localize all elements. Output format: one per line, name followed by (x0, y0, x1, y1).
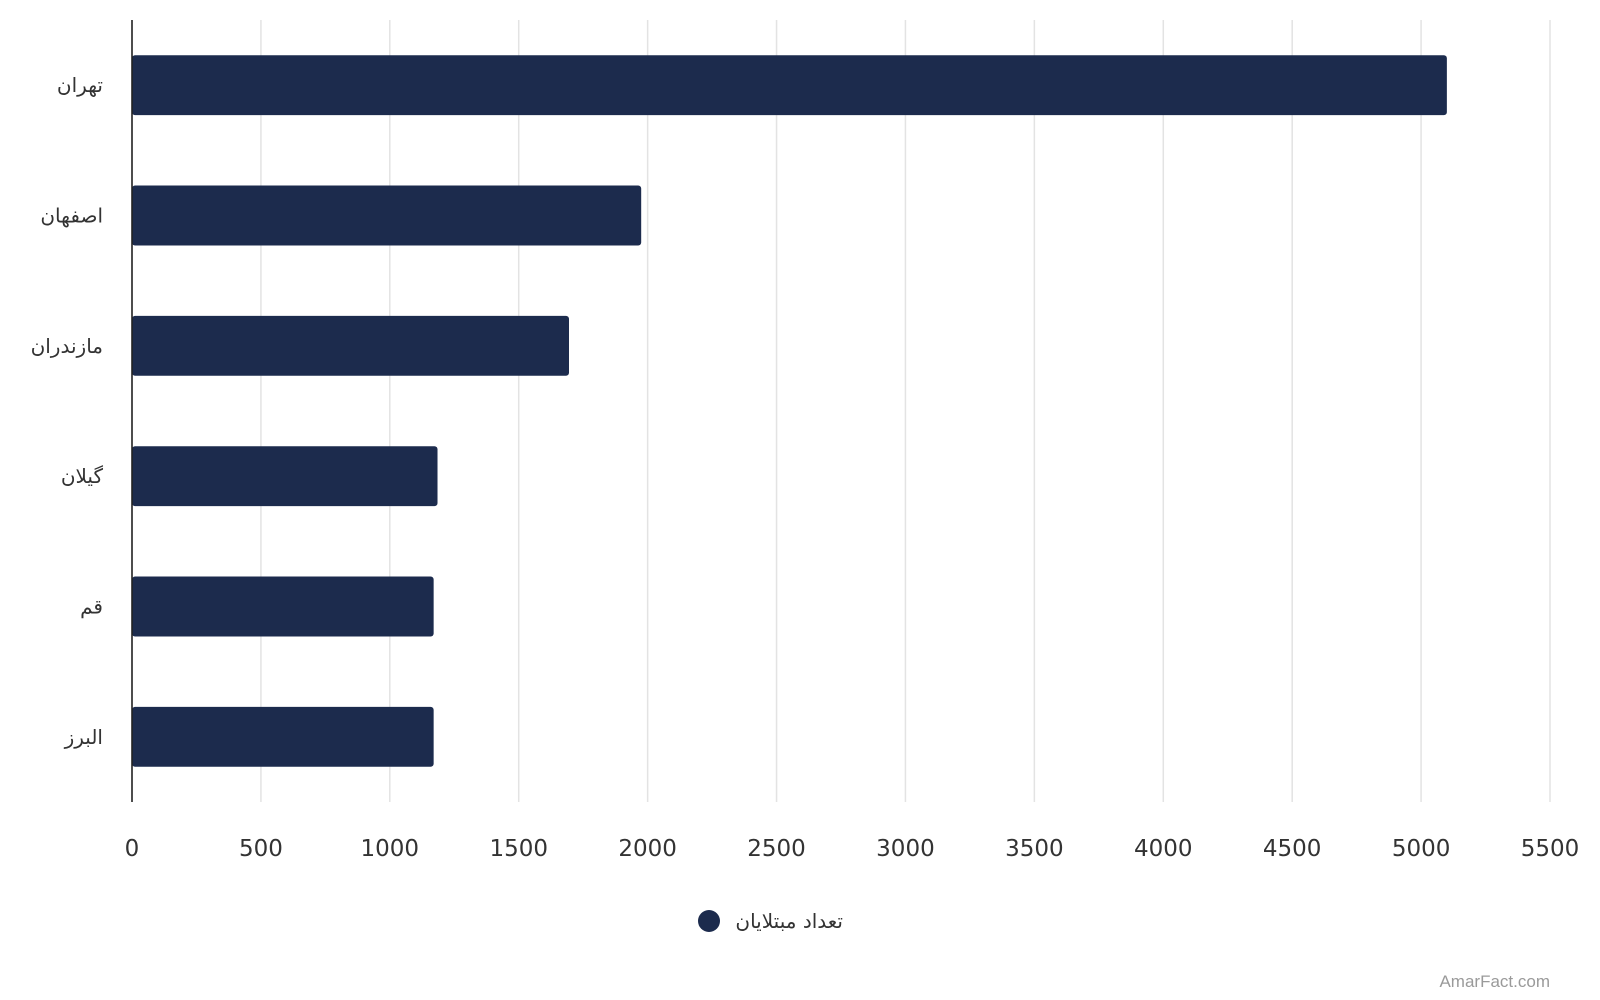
x-tick-label-8: 4000 (1134, 836, 1193, 862)
bar-1 (132, 185, 642, 246)
category-label-3: گیلان (61, 464, 104, 488)
category-labels: تهران اصفهان مازندران گیلان قم البرز (31, 73, 104, 749)
legend-marker (698, 910, 720, 932)
legend: تعداد مبتلایان (698, 909, 843, 933)
x-tick-label-6: 3000 (876, 836, 935, 862)
x-tick-label-10: 5000 (1392, 836, 1451, 862)
x-tick-label-5: 2500 (747, 836, 806, 862)
grid-lines (260, 20, 1551, 802)
bars (132, 55, 1447, 767)
x-tick-label-1: 500 (239, 836, 283, 862)
x-tick-label-11: 5500 (1521, 836, 1580, 862)
bar-0 (132, 55, 1447, 116)
category-label-0: تهران (57, 73, 103, 97)
category-label-4: قم (80, 595, 103, 619)
legend-label: تعداد مبتلایان (735, 909, 843, 933)
x-tick-label-3: 1500 (489, 836, 548, 862)
bar-4 (132, 576, 434, 637)
x-axis-ticks: 0 500 1000 1500 2000 2500 3000 3500 4000 4500 5000… (125, 836, 1580, 862)
bar-3 (132, 446, 438, 507)
bar-2 (132, 315, 570, 376)
bar-5 (132, 706, 434, 767)
x-tick-label-2: 1000 (361, 836, 420, 862)
watermark: AmarFact.com (1439, 972, 1550, 991)
x-tick-label-4: 2000 (618, 836, 677, 862)
x-tick-label-0: 0 (125, 836, 140, 862)
x-tick-label-7: 3500 (1005, 836, 1064, 862)
category-label-2: مازندران (31, 334, 103, 358)
x-tick-label-9: 4500 (1263, 836, 1322, 862)
category-label-1: اصفهان (40, 204, 103, 228)
category-label-5: البرز (64, 725, 103, 749)
